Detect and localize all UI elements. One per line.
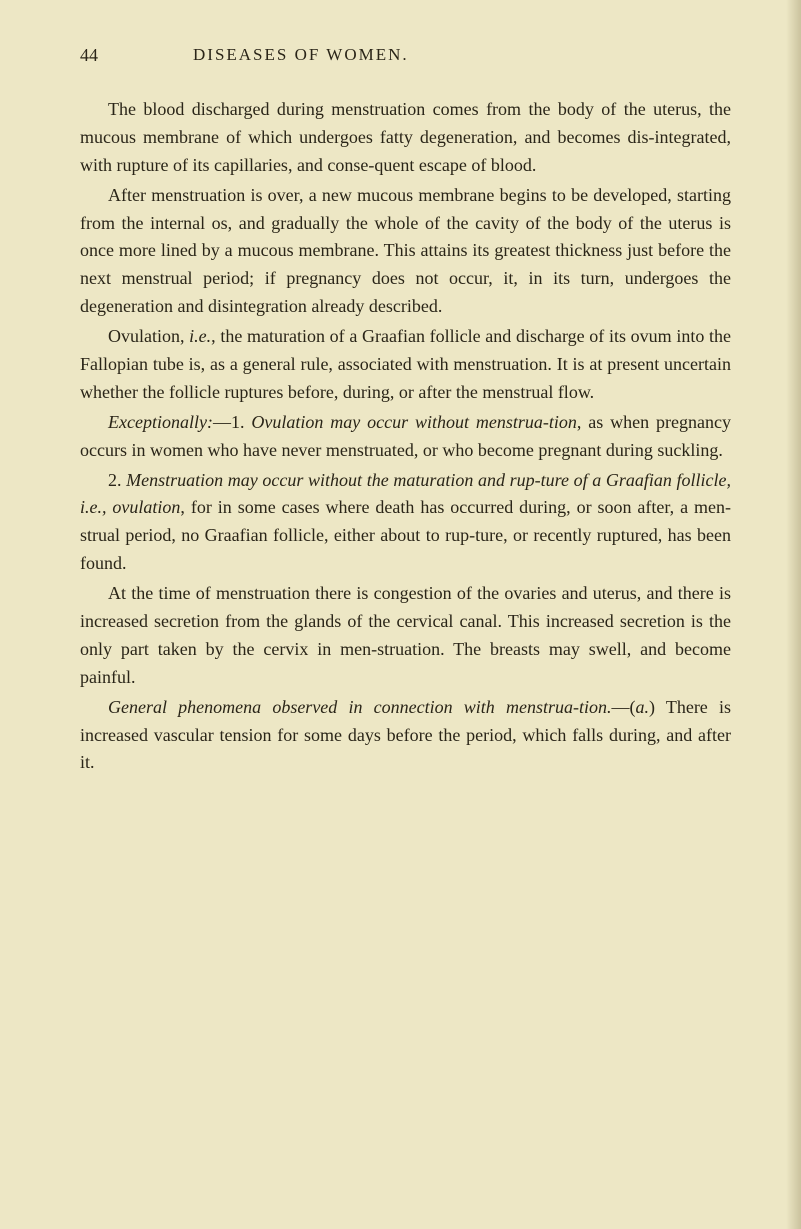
paragraph-7: General phenomena observed in connection… [80,694,731,778]
running-title: DISEASES OF WOMEN. [193,45,409,66]
page-header: 44 DISEASES OF WOMEN. [80,45,731,66]
text-run: Ovulation, [108,326,189,346]
italic-text: i.e. [189,326,211,346]
italic-text: Ovulation may occur without menstrua-tio… [251,412,577,432]
paragraph-4: Exceptionally:—1. Ovulation may occur wi… [80,409,731,465]
body-text: The blood discharged during menstruation… [80,96,731,777]
italic-text: General phenomena observed in connection… [108,697,611,717]
paragraph-1: The blood discharged during menstruation… [80,96,731,180]
paragraph-3: Ovulation, i.e., the maturation of a Gra… [80,323,731,407]
paragraph-2: After menstruation is over, a new mucous… [80,182,731,321]
italic-text: Exceptionally: [108,412,213,432]
text-run: 2. [108,470,126,490]
page-number: 44 [80,45,98,66]
document-page: 44 DISEASES OF WOMEN. The blood discharg… [0,0,801,829]
text-run: —( [611,697,635,717]
paragraph-5: 2. Menstruation may occur without the ma… [80,467,731,579]
page-shadow [786,0,801,1229]
paragraph-6: At the time of menstruation there is con… [80,580,731,692]
italic-text: a. [635,697,649,717]
text-run: —1. [213,412,251,432]
